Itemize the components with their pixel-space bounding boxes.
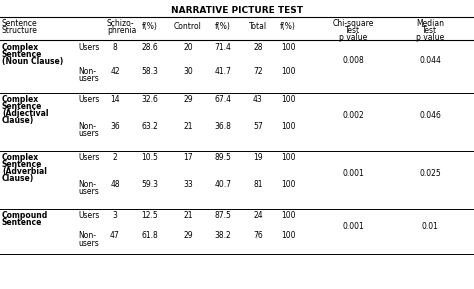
- Text: 29: 29: [183, 95, 193, 104]
- Text: 0.025: 0.025: [419, 168, 441, 177]
- Text: 76: 76: [253, 231, 263, 240]
- Text: users: users: [78, 74, 99, 83]
- Text: 0.046: 0.046: [419, 110, 441, 120]
- Text: phrenia: phrenia: [107, 26, 137, 35]
- Text: Complex: Complex: [2, 95, 39, 104]
- Text: Test: Test: [346, 26, 361, 35]
- Text: 41.7: 41.7: [215, 67, 231, 76]
- Text: Non-: Non-: [78, 180, 96, 189]
- Text: 67.4: 67.4: [215, 95, 231, 104]
- Text: 36: 36: [110, 122, 120, 131]
- Text: Sentence: Sentence: [2, 218, 42, 227]
- Text: 0.01: 0.01: [421, 222, 438, 231]
- Text: Median: Median: [416, 19, 444, 28]
- Text: 87.5: 87.5: [215, 211, 231, 220]
- Text: 21: 21: [183, 122, 193, 131]
- Text: Non-: Non-: [78, 231, 96, 240]
- Text: Structure: Structure: [2, 26, 38, 35]
- Text: 89.5: 89.5: [215, 153, 231, 162]
- Text: Sentence: Sentence: [2, 160, 42, 169]
- Text: Users: Users: [78, 211, 100, 220]
- Text: 40.7: 40.7: [215, 180, 231, 189]
- Text: 61.8: 61.8: [142, 231, 158, 240]
- Text: users: users: [78, 187, 99, 196]
- Text: 100: 100: [281, 231, 295, 240]
- Text: 28.6: 28.6: [142, 43, 158, 52]
- Text: 0.001: 0.001: [342, 222, 364, 231]
- Text: f(%): f(%): [215, 22, 231, 31]
- Text: Sentence: Sentence: [2, 50, 42, 59]
- Text: 28: 28: [253, 43, 263, 52]
- Text: (Adverbial: (Adverbial: [2, 167, 47, 176]
- Text: 100: 100: [281, 122, 295, 131]
- Text: 38.2: 38.2: [215, 231, 231, 240]
- Text: 29: 29: [183, 231, 193, 240]
- Text: Users: Users: [78, 43, 100, 52]
- Text: 10.5: 10.5: [142, 153, 158, 162]
- Text: Chi-square: Chi-square: [332, 19, 374, 28]
- Text: Clause): Clause): [2, 174, 34, 183]
- Text: Complex: Complex: [2, 43, 39, 52]
- Text: 17: 17: [183, 153, 193, 162]
- Text: 58.3: 58.3: [142, 67, 158, 76]
- Text: 72: 72: [253, 67, 263, 76]
- Text: 81: 81: [253, 180, 263, 189]
- Text: users: users: [78, 238, 99, 247]
- Text: (Adjectival: (Adjectival: [2, 109, 48, 118]
- Text: f(%): f(%): [280, 22, 296, 31]
- Text: Schizo-: Schizo-: [107, 19, 135, 28]
- Text: Sentence: Sentence: [2, 19, 37, 28]
- Text: p value: p value: [416, 33, 444, 42]
- Text: Complex: Complex: [2, 153, 39, 162]
- Text: 30: 30: [183, 67, 193, 76]
- Text: 21: 21: [183, 211, 193, 220]
- Text: users: users: [78, 129, 99, 138]
- Text: Non-: Non-: [78, 67, 96, 76]
- Text: Clause): Clause): [2, 116, 34, 125]
- Text: 100: 100: [281, 43, 295, 52]
- Text: 42: 42: [110, 67, 120, 76]
- Text: 33: 33: [183, 180, 193, 189]
- Text: 48: 48: [110, 180, 120, 189]
- Text: 0.008: 0.008: [342, 56, 364, 65]
- Text: 19: 19: [253, 153, 263, 162]
- Text: 20: 20: [183, 43, 193, 52]
- Text: f(%): f(%): [142, 22, 158, 31]
- Text: Total: Total: [249, 22, 267, 31]
- Text: 59.3: 59.3: [142, 180, 158, 189]
- Text: 0.002: 0.002: [342, 110, 364, 120]
- Text: 32.6: 32.6: [142, 95, 158, 104]
- Text: 43: 43: [253, 95, 263, 104]
- Text: Users: Users: [78, 153, 100, 162]
- Text: Non-: Non-: [78, 122, 96, 131]
- Text: 24: 24: [253, 211, 263, 220]
- Text: 47: 47: [110, 231, 120, 240]
- Text: NARRATIVE PICTURE TEST: NARRATIVE PICTURE TEST: [171, 6, 303, 15]
- Text: 0.001: 0.001: [342, 168, 364, 177]
- Text: 100: 100: [281, 153, 295, 162]
- Text: 100: 100: [281, 180, 295, 189]
- Text: 14: 14: [110, 95, 120, 104]
- Text: Users: Users: [78, 95, 100, 104]
- Text: 100: 100: [281, 211, 295, 220]
- Text: Sentence: Sentence: [2, 102, 42, 111]
- Text: 71.4: 71.4: [215, 43, 231, 52]
- Text: Control: Control: [174, 22, 202, 31]
- Text: 100: 100: [281, 67, 295, 76]
- Text: 36.8: 36.8: [215, 122, 231, 131]
- Text: 8: 8: [113, 43, 118, 52]
- Text: 0.044: 0.044: [419, 56, 441, 65]
- Text: 3: 3: [112, 211, 118, 220]
- Text: Test: Test: [422, 26, 438, 35]
- Text: 100: 100: [281, 95, 295, 104]
- Text: 12.5: 12.5: [142, 211, 158, 220]
- Text: 63.2: 63.2: [142, 122, 158, 131]
- Text: 57: 57: [253, 122, 263, 131]
- Text: p value: p value: [339, 33, 367, 42]
- Text: 2: 2: [113, 153, 118, 162]
- Text: (Noun Clause): (Noun Clause): [2, 57, 63, 66]
- Text: Compound: Compound: [2, 211, 48, 220]
